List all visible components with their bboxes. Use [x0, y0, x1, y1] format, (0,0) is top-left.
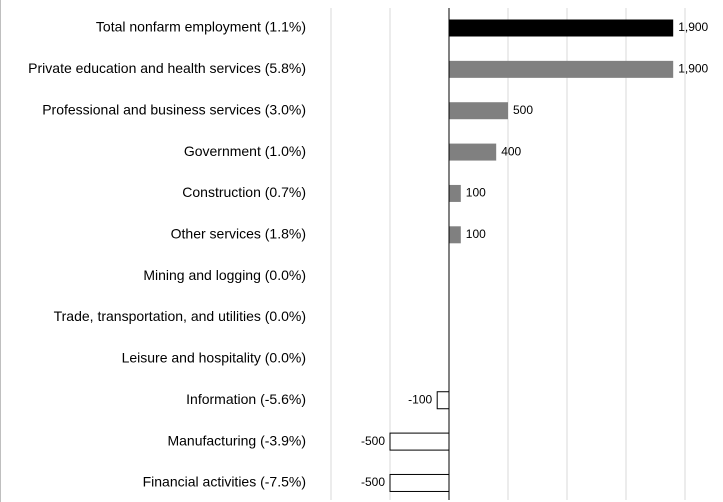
value-label: 400: [501, 144, 521, 158]
value-label: -100: [408, 392, 432, 406]
category-label: Leisure and hospitality (0.0%): [122, 350, 306, 366]
bar: [449, 102, 508, 120]
bar: [389, 473, 450, 492]
category-label: Professional and business services (3.0%…: [42, 101, 306, 117]
value-label: 1,900: [678, 62, 708, 76]
value-label: 100: [466, 227, 486, 241]
category-label: Total nonfarm employment (1.1%): [96, 19, 306, 35]
category-label: Government (1.0%): [184, 143, 306, 159]
category-label: Construction (0.7%): [182, 184, 306, 200]
value-label: -500: [361, 475, 385, 489]
category-label: Financial activities (-7.5%): [143, 474, 306, 490]
value-label: 500: [513, 103, 533, 117]
bar: [449, 60, 674, 78]
bar: [449, 184, 461, 202]
category-label: Mining and logging (0.0%): [143, 267, 306, 283]
category-label: Manufacturing (-3.9%): [167, 432, 306, 448]
category-label: Information (-5.6%): [186, 391, 306, 407]
value-label: -500: [361, 434, 385, 448]
bar: [389, 432, 450, 451]
bar: [449, 19, 674, 37]
bar: [436, 391, 450, 410]
value-label: 100: [466, 186, 486, 200]
bar: [449, 143, 497, 161]
category-label: Other services (1.8%): [171, 226, 306, 242]
value-label: 1,900: [678, 20, 708, 34]
bar: [449, 226, 461, 244]
category-label: Trade, transportation, and utilities (0.…: [54, 308, 306, 324]
category-label: Private education and health services (5…: [28, 60, 306, 76]
